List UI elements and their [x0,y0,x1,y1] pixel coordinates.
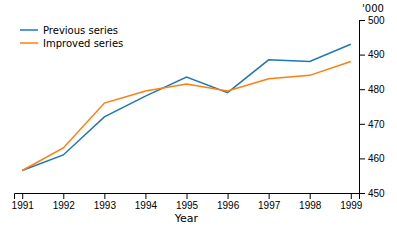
x-axis-title: Year [174,212,199,225]
x-tick-mark [351,193,352,199]
x-tick: 1997 [258,193,281,211]
x-tick-mark [104,193,105,199]
x-tick: 1995 [176,193,199,211]
x-tick-label: 1996 [217,200,240,211]
x-tick: 1991 [12,193,35,211]
lines [22,44,351,170]
legend-label: Improved series [43,38,123,49]
x-tick-mark [145,193,146,199]
x-tick-label: 1997 [258,200,281,211]
y-tick-mark [359,158,365,159]
y-tick-mark [359,89,365,90]
series-line [22,44,351,170]
y-tick: 450 [359,188,385,199]
x-axis: 1991 1992 1993 1994 1995 1996 1997 1998 1999 [12,193,363,211]
legend-item: Previous series [20,25,118,36]
x-tick-mark [269,193,270,199]
y-tick-mark [359,55,365,56]
y-tick-label: 500 [368,15,385,26]
x-tick-mark [228,193,229,199]
y-tick: 500 [359,15,385,26]
x-tick-label: 1998 [299,200,322,211]
x-axis-line [15,194,360,200]
chart: 1991199219931994199519961997199819994504… [0,0,397,227]
series-line [22,62,351,171]
x-tick-mark [187,193,188,199]
y-axis-line [360,21,366,194]
x-tick-label: 1991 [12,200,35,211]
legend-swatch [20,29,38,31]
y-tick-label: 450 [368,188,385,199]
x-tick-label: 1999 [340,200,363,211]
x-tick-label: 1993 [94,200,117,211]
legend-item: Improved series [20,38,123,49]
x-tick: 1996 [217,193,240,211]
legend-label: Previous series [43,25,118,36]
x-tick-mark [22,193,23,199]
legend-swatch [20,42,38,44]
y-axis-title: '000 [362,3,384,14]
x-tick: 1994 [135,193,158,211]
y-tick-label: 490 [368,49,385,60]
y-axis: 450 460 470 480 490 500 [359,15,385,199]
y-tick: 480 [359,84,385,95]
plot: 1991199219931994199519961997199819994504… [12,15,386,211]
x-tick: 1998 [299,193,322,211]
x-tick-label: 1992 [53,200,76,211]
y-tick-label: 480 [368,84,385,95]
x-tick: 1993 [94,193,117,211]
y-tick-label: 460 [368,153,385,164]
y-tick: 490 [359,49,385,60]
y-tick: 470 [359,119,385,130]
x-tick-mark [63,193,64,199]
x-tick-mark [310,193,311,199]
y-tick-mark [359,20,365,21]
y-tick-mark [359,193,365,194]
y-tick-label: 470 [368,119,385,130]
y-tick: 460 [359,153,385,164]
y-tick-mark [359,124,365,125]
x-tick: 1999 [340,193,363,211]
x-tick-label: 1994 [135,200,158,211]
legend: Previous series Improved series [20,25,123,49]
x-tick: 1992 [53,193,76,211]
x-tick-label: 1995 [176,200,199,211]
